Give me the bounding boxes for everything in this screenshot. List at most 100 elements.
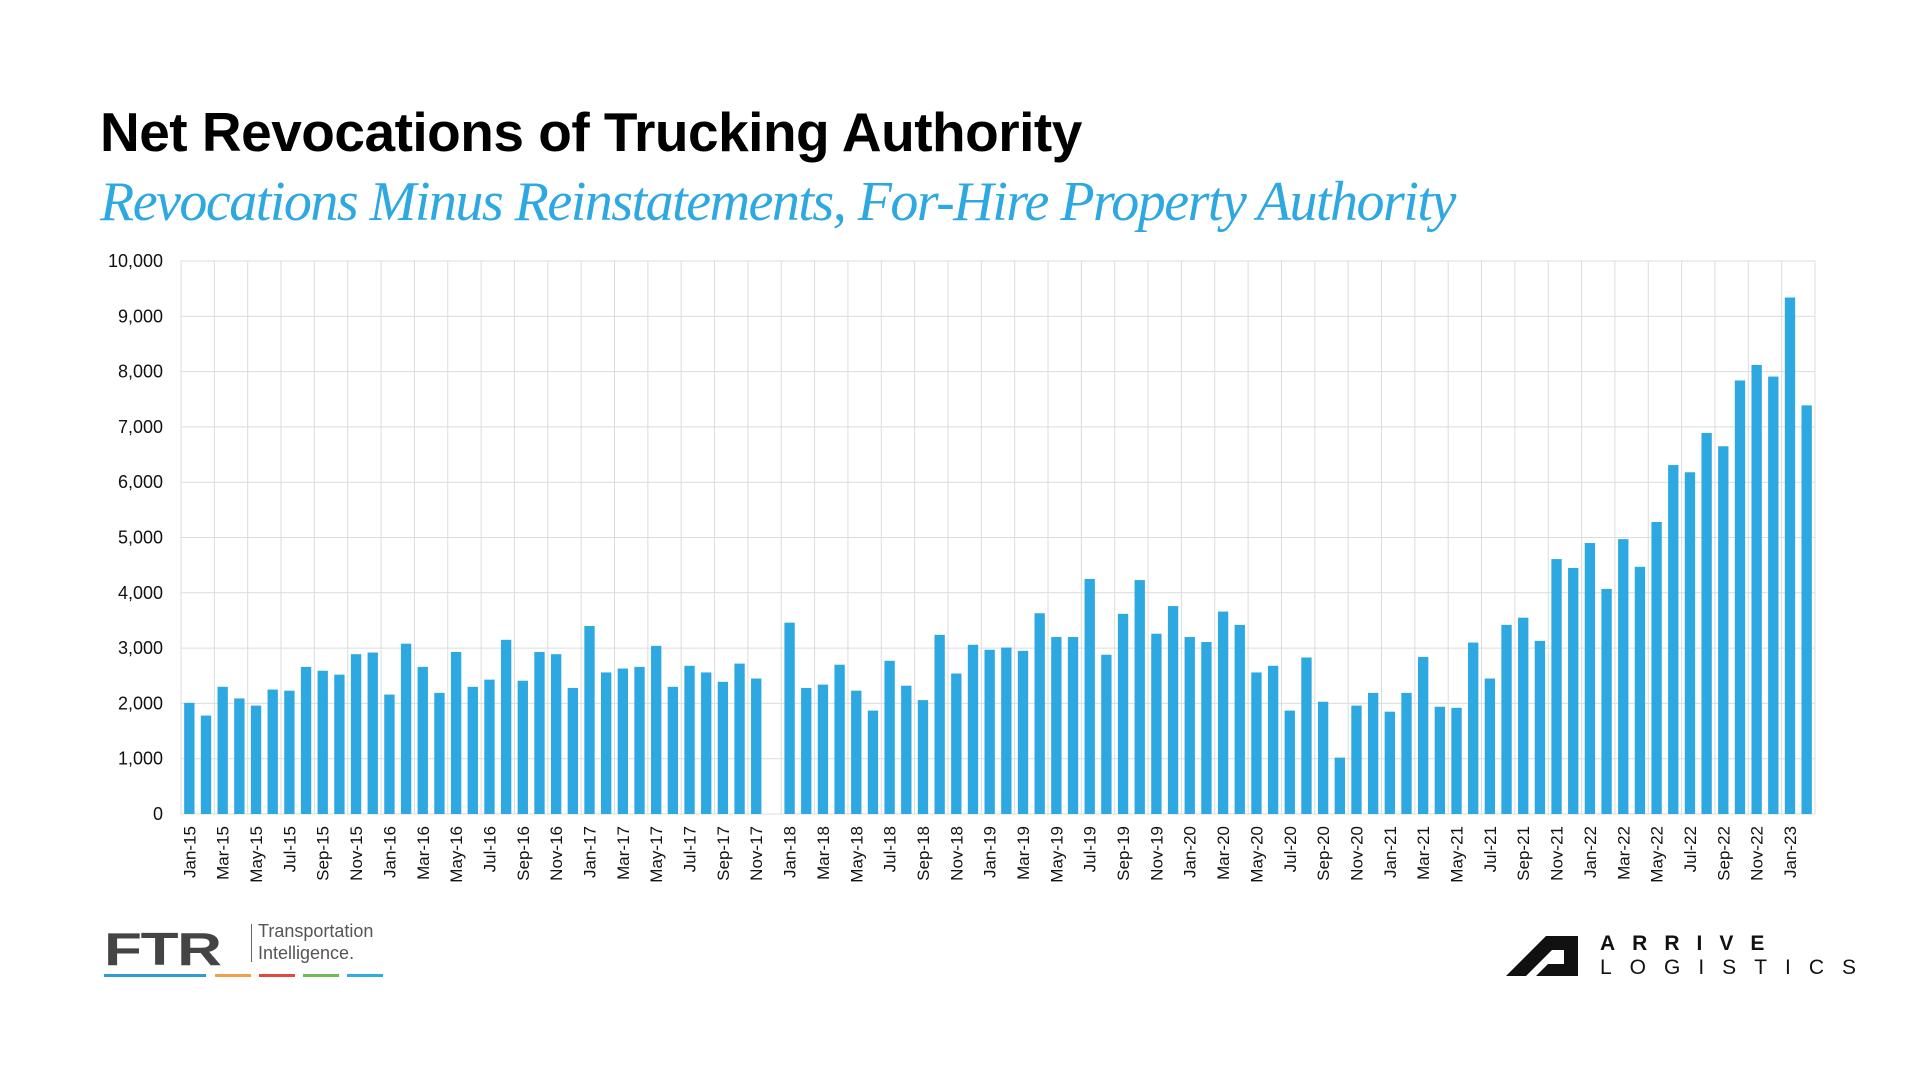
bar-aug-18 <box>901 685 912 814</box>
bar-jan-18 <box>784 622 795 814</box>
x-tick-label: Jul-19 <box>1081 826 1100 872</box>
bar-mar-18 <box>817 684 829 814</box>
x-tick-label: Nov-15 <box>347 826 366 881</box>
bar-mar-15 <box>217 686 228 814</box>
bar-nov-22 <box>1751 364 1762 814</box>
bar-sep-20 <box>1317 701 1329 814</box>
bar-apr-15 <box>234 698 245 814</box>
bar-feb-18 <box>801 687 812 814</box>
x-tick-label: Nov-22 <box>1748 826 1767 881</box>
bar-may-18 <box>851 690 862 814</box>
bar-oct-21 <box>1534 640 1546 814</box>
ftr-stripe <box>303 974 339 977</box>
ftr-stripe <box>259 974 295 977</box>
bar-apr-21 <box>1434 706 1446 814</box>
bar-feb-16 <box>400 643 412 814</box>
bar-jan-20 <box>1184 637 1195 814</box>
bar-nov-19 <box>1151 633 1162 814</box>
bar-aug-16 <box>500 639 512 814</box>
y-tick-label: 1,000 <box>118 749 163 769</box>
x-tick-label: Mar-18 <box>814 826 833 880</box>
bar-dec-16 <box>567 687 578 814</box>
bar-feb-21 <box>1401 692 1412 814</box>
x-tick-label: May-22 <box>1648 826 1667 883</box>
bar-jan-21 <box>1384 711 1395 814</box>
bar-oct-16 <box>534 651 545 814</box>
bar-mar-16 <box>417 666 428 814</box>
bar-mar-19 <box>1017 650 1029 814</box>
bar-apr-18 <box>834 664 845 814</box>
bar-jan-15 <box>184 702 195 814</box>
bar-mar-22 <box>1618 539 1629 814</box>
bar-feb-19 <box>1001 647 1012 814</box>
bar-oct-15 <box>334 674 345 814</box>
x-tick-label: Jul-20 <box>1281 826 1300 872</box>
ftr-tagline-line-2: Intelligence. <box>258 943 355 963</box>
bar-may-17 <box>651 645 662 814</box>
bar-dec-21 <box>1568 567 1579 814</box>
x-tick-label: Jul-15 <box>280 826 299 872</box>
bar-aug-22 <box>1701 432 1712 814</box>
x-tick-label: May-20 <box>1247 826 1266 883</box>
x-tick-label: Nov-17 <box>747 826 766 881</box>
bar-nov-15 <box>350 654 362 814</box>
x-tick-label: Mar-17 <box>614 826 633 880</box>
y-tick-label: 10,000 <box>108 251 163 271</box>
ftr-stripe <box>104 974 206 977</box>
y-tick-label: 5,000 <box>118 528 163 548</box>
bar-jun-19 <box>1067 637 1079 814</box>
bar-aug-19 <box>1101 654 1112 814</box>
bar-nov-16 <box>550 654 562 814</box>
x-tick-label: Sep-20 <box>1314 826 1333 881</box>
ftr-logo-divider <box>251 924 252 962</box>
x-tick-label: Nov-16 <box>547 826 566 881</box>
arrive-logo-line-1: ARRIVE <box>1600 932 1782 955</box>
ftr-logo: FTR Transportation Intelligence. <box>104 920 394 980</box>
bar-dec-19 <box>1167 606 1179 814</box>
x-tick-label: Sep-16 <box>514 826 533 881</box>
bar-nov-21 <box>1551 559 1562 814</box>
y-tick-label: 8,000 <box>118 362 163 382</box>
x-tick-label: Sep-19 <box>1114 826 1133 881</box>
x-tick-label: May-18 <box>847 826 866 883</box>
bar-feb-22 <box>1601 588 1612 814</box>
bar-jun-21 <box>1468 642 1479 814</box>
bar-jan-22 <box>1584 543 1596 814</box>
bar-may-19 <box>1051 637 1062 814</box>
bar-dec-22 <box>1768 376 1779 814</box>
x-tick-label: Mar-16 <box>414 826 433 880</box>
x-tick-label: Mar-19 <box>1014 826 1033 880</box>
bar-jan-17 <box>584 625 595 814</box>
x-tick-label: Jan-19 <box>981 826 1000 878</box>
bar-apr-22 <box>1634 566 1646 814</box>
x-tick-label: May-16 <box>447 826 466 883</box>
arrive-logo-line-2: LOGISTICS <box>1600 956 1875 979</box>
bar-jan-16 <box>384 694 395 814</box>
x-tick-label: Sep-22 <box>1714 826 1733 881</box>
bar-mar-20 <box>1217 611 1229 814</box>
bar-jul-16 <box>484 679 495 814</box>
x-tick-label: Mar-22 <box>1614 826 1633 880</box>
bar-sep-18 <box>917 700 929 814</box>
bar-may-22 <box>1651 522 1662 814</box>
y-tick-label: 2,000 <box>118 693 163 713</box>
x-tick-label: Jul-18 <box>881 826 900 872</box>
x-tick-label: May-19 <box>1047 826 1066 883</box>
bar-may-21 <box>1451 707 1462 814</box>
bar-mar-17 <box>617 668 629 814</box>
x-tick-label: Jul-17 <box>681 826 700 872</box>
x-tick-label: Mar-21 <box>1414 826 1433 880</box>
x-tick-label: Mar-20 <box>1214 826 1233 880</box>
bar-nov-17 <box>751 678 762 814</box>
x-tick-label: Nov-18 <box>947 826 966 881</box>
bar-dec-15 <box>367 652 378 814</box>
ftr-stripe <box>347 974 383 977</box>
bar-sep-22 <box>1718 446 1729 814</box>
bar-jan-19 <box>984 649 995 814</box>
ftr-logo-mark: FTR <box>104 923 222 975</box>
bar-jun-20 <box>1267 665 1279 814</box>
bar-may-16 <box>450 651 462 814</box>
bar-feb-15 <box>200 715 212 814</box>
bar-mar-21 <box>1418 656 1429 814</box>
